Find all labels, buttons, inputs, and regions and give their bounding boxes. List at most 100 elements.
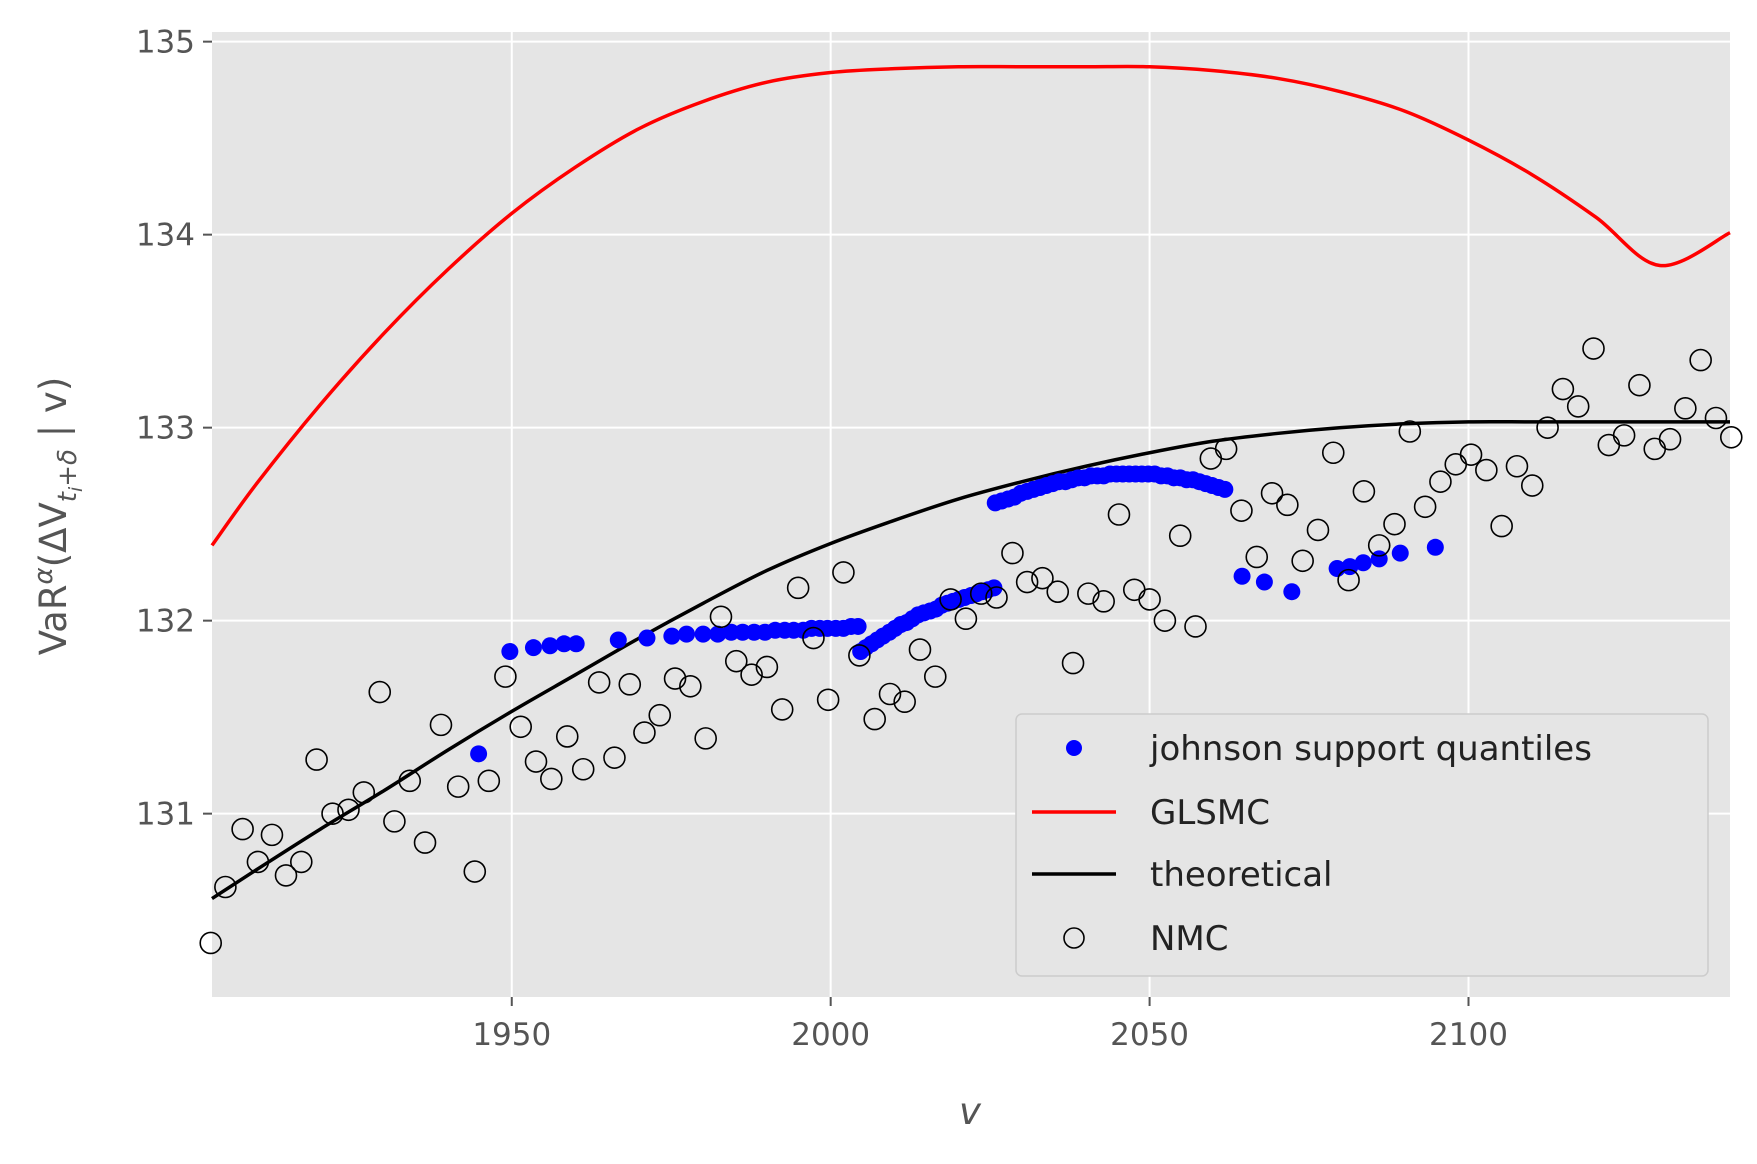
point-johnson-support-quantiles (663, 627, 681, 645)
point-nmc (555, 725, 579, 748)
point-johnson-support-quantiles (1370, 550, 1388, 568)
point-nmc (1061, 651, 1085, 675)
point-johnson-support-quantiles (678, 625, 696, 643)
point-nmc (413, 831, 437, 854)
point-johnson-support-quantiles (1255, 573, 1273, 591)
point-nmc (923, 665, 947, 688)
point-johnson-support-quantiles (1283, 583, 1301, 601)
point-nmc (1352, 480, 1376, 503)
point-nmc (679, 674, 702, 698)
line-theoretical (211, 419, 1730, 901)
point-johnson-support-quantiles (567, 635, 585, 653)
point-nmc (770, 698, 794, 721)
point-johnson-support-quantiles (849, 617, 867, 635)
point-nmc (1184, 615, 1207, 638)
point-nmc (969, 582, 993, 605)
point-nmc (893, 690, 916, 714)
y-label-base: VaR (32, 584, 75, 655)
point-nmc (848, 644, 871, 667)
point-johnson-support-quantiles (501, 643, 519, 661)
point-nmc (1092, 590, 1115, 613)
point-nmc (446, 775, 470, 798)
point-nmc (908, 638, 932, 661)
point-nmc (1291, 549, 1314, 573)
point-johnson-support-quantiles (524, 639, 542, 657)
point-johnson-support-quantiles (638, 629, 656, 647)
point-nmc (524, 750, 548, 773)
point-nmc (939, 588, 962, 611)
point-nmc (1001, 541, 1024, 565)
point-nmc (321, 802, 344, 825)
y-tick-label: 134 (136, 218, 195, 254)
point-nmc (786, 576, 810, 600)
point-nmc (1245, 545, 1269, 569)
point-nmc (694, 727, 717, 750)
point-nmc (1230, 499, 1253, 522)
point-johnson-support-quantiles (694, 625, 712, 643)
point-nmc (289, 850, 313, 874)
point-nmc (1674, 397, 1697, 420)
point-johnson-support-quantiles (555, 635, 573, 653)
y-tick-label: 135 (136, 25, 195, 61)
point-nmc (1153, 609, 1177, 632)
point-nmc (878, 682, 902, 706)
point-nmc (1475, 458, 1498, 482)
point-johnson-support-quantiles (1354, 554, 1372, 572)
y-label-open: (ΔV (32, 502, 75, 567)
point-nmc (1046, 580, 1070, 604)
legend-marker-nmc (1063, 927, 1085, 949)
point-nmc (816, 688, 840, 712)
y-label-sub-rest: +δ (53, 449, 83, 487)
point-nmc (246, 850, 270, 874)
point-nmc (863, 707, 886, 731)
x-axis-label: v (959, 1090, 982, 1133)
point-nmc (494, 665, 517, 688)
y-label-close: | v) (32, 377, 75, 449)
point-nmc (1566, 395, 1590, 418)
point-johnson-support-quantiles (1391, 544, 1409, 562)
point-nmc (954, 607, 978, 631)
point-nmc (1628, 373, 1651, 397)
point-nmc (603, 746, 626, 769)
point-nmc (214, 875, 237, 899)
point-nmc (540, 767, 563, 791)
legend-label-theoretical: theoretical (1150, 855, 1333, 895)
point-nmc (231, 817, 254, 841)
point-nmc (305, 748, 328, 771)
point-nmc (509, 715, 533, 739)
point-nmc (1214, 437, 1238, 461)
point-nmc (1077, 582, 1100, 605)
line-glsmc (210, 64, 1731, 547)
point-johnson-support-quantiles (1233, 567, 1251, 585)
x-tick-label: 2000 (791, 1017, 870, 1053)
point-nmc (1551, 377, 1575, 401)
y-label-sup: α (29, 567, 59, 584)
legend-label-glsmc: GLSMC (1150, 793, 1270, 833)
point-nmc (571, 757, 595, 781)
point-nmc (1582, 337, 1605, 360)
point-johnson-support-quantiles (1216, 480, 1234, 498)
point-nmc (985, 586, 1008, 609)
grid-lines (212, 32, 1730, 997)
series-points (199, 337, 1743, 955)
point-nmc (1107, 503, 1131, 526)
point-nmc (1689, 348, 1712, 372)
legend-marker-johnson (1066, 740, 1082, 756)
point-nmc (648, 703, 672, 727)
point-nmc (352, 781, 376, 804)
point-nmc (477, 769, 501, 793)
point-nmc (1138, 588, 1161, 611)
point-nmc (1168, 524, 1192, 548)
point-johnson-support-quantiles (470, 745, 488, 763)
point-nmc (1520, 474, 1544, 497)
point-johnson-support-quantiles (709, 625, 727, 643)
point-nmc (663, 667, 687, 690)
x-tick-label: 2050 (1110, 1017, 1189, 1053)
legend-label-johnson: johnson support quantiles (1149, 729, 1592, 769)
point-johnson-support-quantiles (541, 637, 559, 655)
point-nmc (1031, 566, 1054, 590)
axis-ticks: 1950 2000 2050 2100 131 132 133 134 135 (136, 25, 1508, 1053)
y-label-sub-i: i (65, 486, 87, 492)
point-nmc (1490, 514, 1513, 538)
